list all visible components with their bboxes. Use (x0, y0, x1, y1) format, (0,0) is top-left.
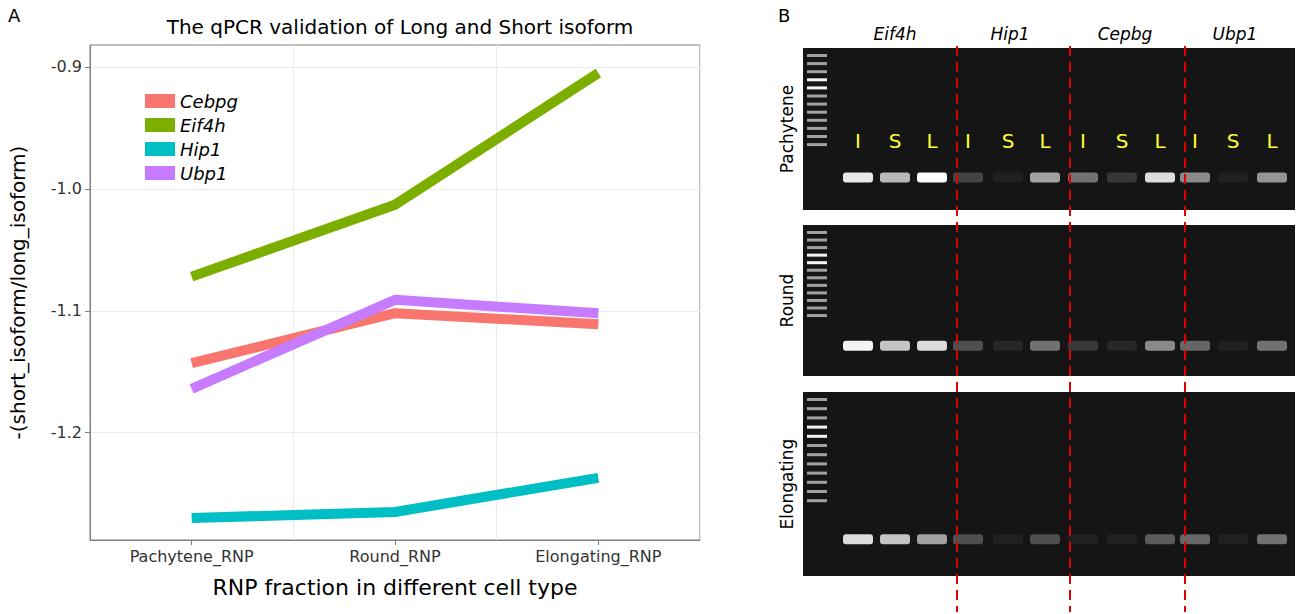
svg-text:S: S (1116, 129, 1129, 153)
svg-text:Hip1: Hip1 (990, 24, 1029, 44)
svg-text:Pachytene_RNP: Pachytene_RNP (130, 547, 254, 567)
svg-text:-1.0: -1.0 (51, 179, 82, 198)
svg-text:Ubp1: Ubp1 (1213, 24, 1258, 44)
svg-text:L: L (1154, 129, 1166, 153)
svg-text:L: L (1266, 129, 1278, 153)
svg-text:Round_RNP: Round_RNP (349, 547, 441, 567)
svg-text:S: S (1227, 129, 1240, 153)
svg-text:L: L (1039, 129, 1051, 153)
svg-text:-1.1: -1.1 (51, 301, 82, 320)
svg-text:I: I (965, 129, 971, 153)
svg-text:Pachytene: Pachytene (777, 85, 797, 173)
svg-text:Cepbg: Cepbg (1098, 24, 1153, 44)
svg-text:Cebpg: Cebpg (180, 91, 238, 112)
svg-text:Elongating: Elongating (777, 439, 797, 530)
svg-text:-(short_isoform/long_isoform): -(short_isoform/long_isoform) (6, 146, 30, 440)
svg-text:Elongating_RNP: Elongating_RNP (535, 547, 662, 567)
svg-text:The qPCR validation of Long an: The qPCR validation of Long and Short is… (166, 15, 634, 39)
svg-text:S: S (1002, 129, 1015, 153)
svg-text:Eif4h: Eif4h (180, 115, 226, 136)
svg-text:A: A (8, 5, 21, 26)
svg-text:I: I (1080, 129, 1086, 153)
svg-text:-0.9: -0.9 (51, 57, 82, 76)
svg-text:I: I (1192, 129, 1198, 153)
svg-text:L: L (926, 129, 938, 153)
svg-text:I: I (855, 129, 861, 153)
svg-text:Eif4h: Eif4h (873, 24, 916, 44)
svg-text:Hip1: Hip1 (180, 139, 221, 160)
svg-text:B: B (778, 5, 790, 26)
svg-text:RNP fraction in different cell: RNP fraction in different cell type (213, 575, 578, 600)
svg-text:Ubp1: Ubp1 (180, 163, 227, 184)
svg-text:-1.2: -1.2 (51, 423, 82, 442)
svg-text:S: S (889, 129, 902, 153)
svg-text:Round: Round (777, 274, 797, 328)
